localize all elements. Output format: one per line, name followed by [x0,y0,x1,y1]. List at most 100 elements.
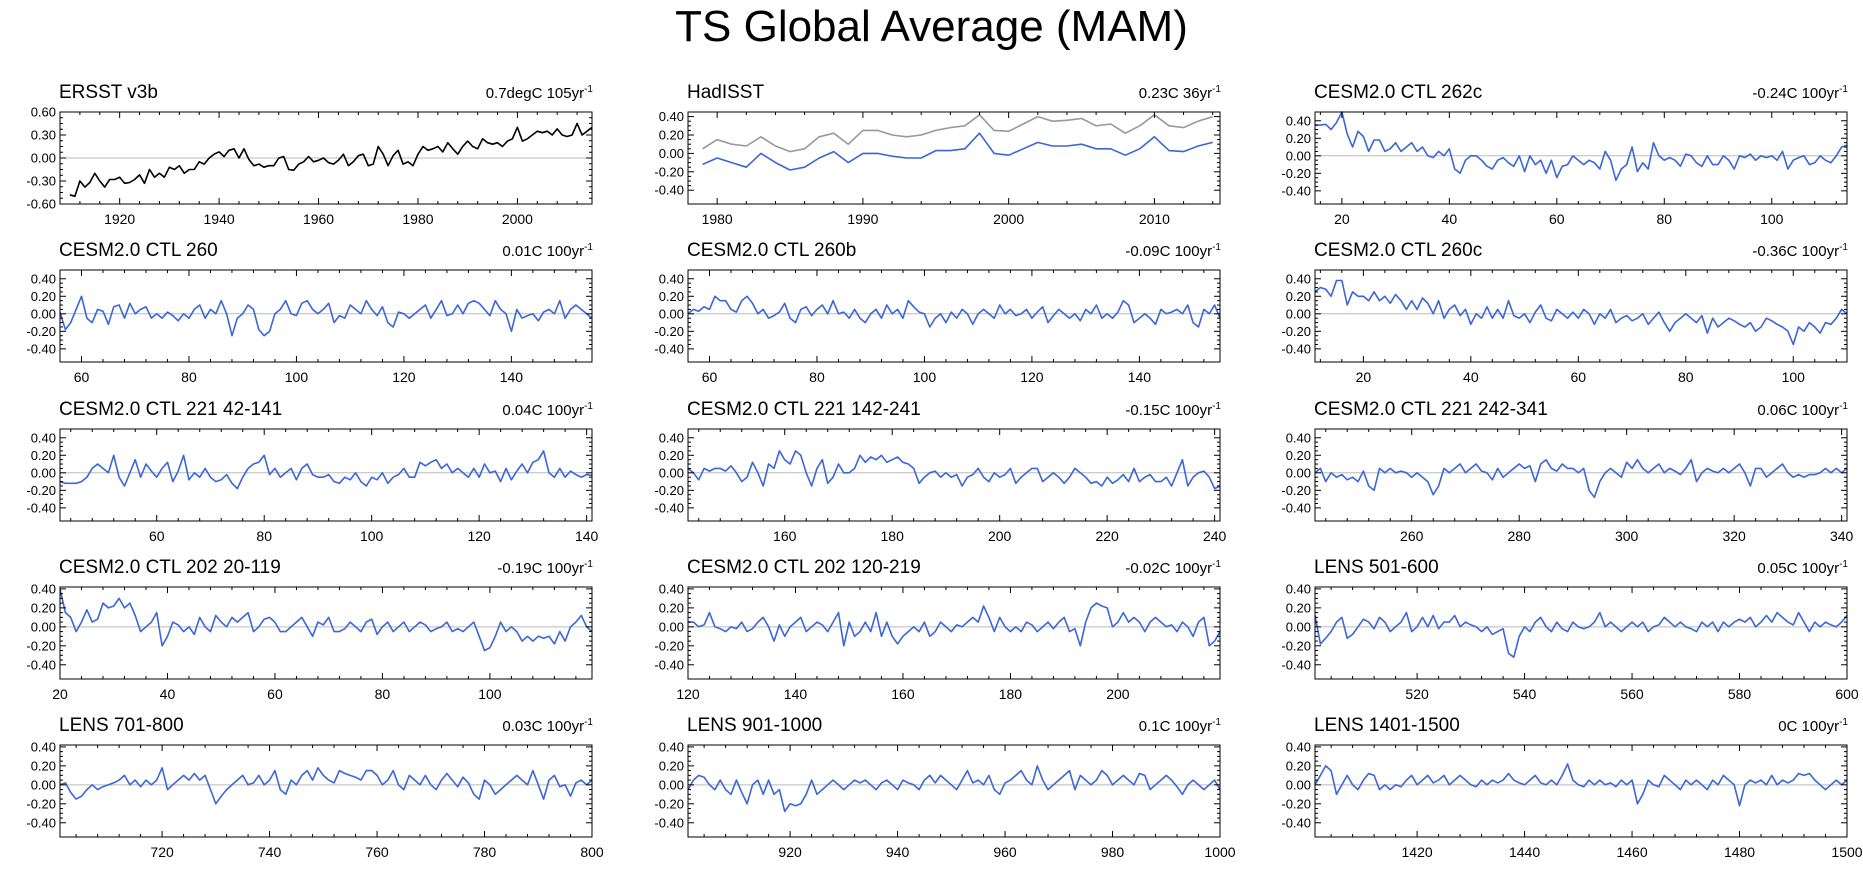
y-tick-label: 0.20 [1286,131,1311,146]
y-tick-label: -0.60 [26,197,56,212]
page-title: TS Global Average (MAM) [675,2,1188,51]
x-tick-label: 160 [773,528,797,544]
x-tick-label: 80 [809,369,825,385]
y-tick-label: 0.20 [1286,758,1311,773]
y-tick-label: 0.00 [1286,148,1311,163]
x-tick-label: 580 [1728,686,1752,702]
chart-panel: CESM2.0 CTL 260c -0.36C 100yr-1 -0.40 -0.20… [1281,240,1848,400]
chart-plot: -0.60 -0.30 0.00 0.30 0.60 1920 1940 1960 1980 20… [26,105,593,227]
trend-value: -0.02C 100yr [1125,560,1213,577]
x-tick-label: 1980 [702,211,733,227]
trend-label: 0C 100yr-1 [1778,717,1848,735]
x-tick-label: 1500 [1831,844,1862,860]
trend-label: 0.01C 100yr-1 [502,242,593,260]
chart-title: CESM2.0 CTL 262c [1314,82,1483,103]
y-tick-label: -0.40 [26,341,56,356]
x-tick-label: 60 [1549,211,1565,227]
trend-value: -0.19C 100yr [497,560,585,577]
x-tick-label: 180 [999,686,1023,702]
y-tick-label: 0.00 [31,306,56,321]
chart-title: LENS 1401-1500 [1314,715,1460,736]
y-tick-label: 0.40 [659,430,684,445]
y-tick-label: 0.20 [31,448,56,463]
trend-value: 0.03C 100yr [502,718,585,735]
plot-frame [59,428,593,522]
x-tick-label: 960 [993,844,1017,860]
x-tick-label: 120 [467,528,491,544]
chart-panel: LENS 901-1000 0.1C 100yr-1 -0.40 -0.20 0.00 0… [654,715,1235,875]
y-tick-label: 0.40 [31,739,56,754]
y-tick-label: -0.20 [26,483,56,498]
y-tick-label: -0.40 [1281,815,1311,830]
x-tick-label: 120 [392,369,416,385]
x-tick-label: 200 [1106,686,1130,702]
y-tick-label: 0.40 [1286,739,1311,754]
trend-unit-exponent: -1 [584,559,593,570]
chart-title: CESM2.0 CTL 221 242-341 [1314,399,1548,420]
y-tick-label: 0.40 [659,109,684,124]
y-tick-label: 0.00 [659,306,684,321]
y-tick-label: 0.40 [1286,581,1311,596]
trend-unit-exponent: -1 [584,242,593,253]
x-tick-label: 1000 [1204,844,1235,860]
x-tick-label: 100 [285,369,309,385]
y-tick-label: -0.20 [26,324,56,339]
x-tick-label: 100 [1782,369,1806,385]
plot-frame [59,744,593,838]
chart-panel: HadISST 0.23C 36yr-1 -0.40 -0.20 0.00 0.20 0.4… [654,82,1221,242]
trend-value: 0.04C 100yr [502,402,585,419]
plot-frame [687,269,1221,363]
x-tick-label: 40 [1442,211,1458,227]
x-tick-label: 600 [1835,686,1859,702]
chart-plot: -0.40 -0.20 0.00 0.20 0.40 60 80 100 120 140 [654,269,1221,385]
plot-frame [1314,428,1848,522]
y-tick-label: -0.20 [1281,166,1311,181]
x-tick-label: 20 [1356,369,1372,385]
y-tick-label: 0.20 [31,758,56,773]
y-tick-label: 0.20 [1286,600,1311,615]
y-tick-label: 0.20 [659,289,684,304]
x-tick-label: 560 [1620,686,1644,702]
series-line [1315,111,1848,182]
series-line [687,765,1221,813]
plot-frame [687,744,1221,838]
y-tick-label: -0.40 [654,815,684,830]
y-tick-label: 0.20 [659,448,684,463]
x-tick-label: 100 [913,369,937,385]
trend-label: 0.04C 100yr-1 [502,401,593,419]
trend-value: -0.36C 100yr [1752,243,1840,260]
series-line [1314,458,1848,499]
x-tick-label: 740 [258,844,282,860]
chart-panel: CESM2.0 CTL 221 242-341 0.06C 100yr-1 -0.4… [1281,399,1853,559]
y-tick-label: 0.40 [31,271,56,286]
trend-value: 0C 100yr [1778,718,1840,735]
plot-frame [59,586,593,680]
x-tick-label: 1920 [104,211,135,227]
plot-frame [59,269,593,363]
series-line [687,450,1221,490]
chart-plot: -0.40 -0.20 0.00 0.20 0.40 20 40 60 80 100 [1281,111,1848,227]
series-line [1314,611,1848,658]
x-tick-label: 300 [1615,528,1639,544]
x-tick-label: 160 [891,686,915,702]
y-tick-label: 0.20 [1286,289,1311,304]
x-tick-label: 760 [365,844,389,860]
trend-value: 0.01C 100yr [502,243,585,260]
chart-plot: -0.40 -0.20 0.00 0.20 0.40 160 180 200 220 240 [654,428,1227,544]
y-tick-label: -0.40 [654,657,684,672]
y-tick-label: 0.20 [659,758,684,773]
trend-value: -0.09C 100yr [1125,243,1213,260]
x-tick-label: 1990 [847,211,878,227]
y-tick-label: -0.20 [1281,483,1311,498]
trend-label: 0.1C 100yr-1 [1139,717,1221,735]
series-line [1314,763,1848,807]
chart-title: CESM2.0 CTL 202 120-219 [687,557,921,578]
trend-label: -0.19C 100yr-1 [497,559,593,577]
x-tick-label: 940 [886,844,910,860]
chart-title: CESM2.0 CTL 260c [1314,240,1483,261]
x-tick-label: 220 [1095,528,1119,544]
chart-plot: -0.40 -0.20 0.00 0.20 0.40 920 940 960 980 1000 [654,739,1235,860]
chart-title: LENS 901-1000 [687,715,823,736]
x-tick-label: 20 [1334,211,1350,227]
series-line [702,132,1213,171]
